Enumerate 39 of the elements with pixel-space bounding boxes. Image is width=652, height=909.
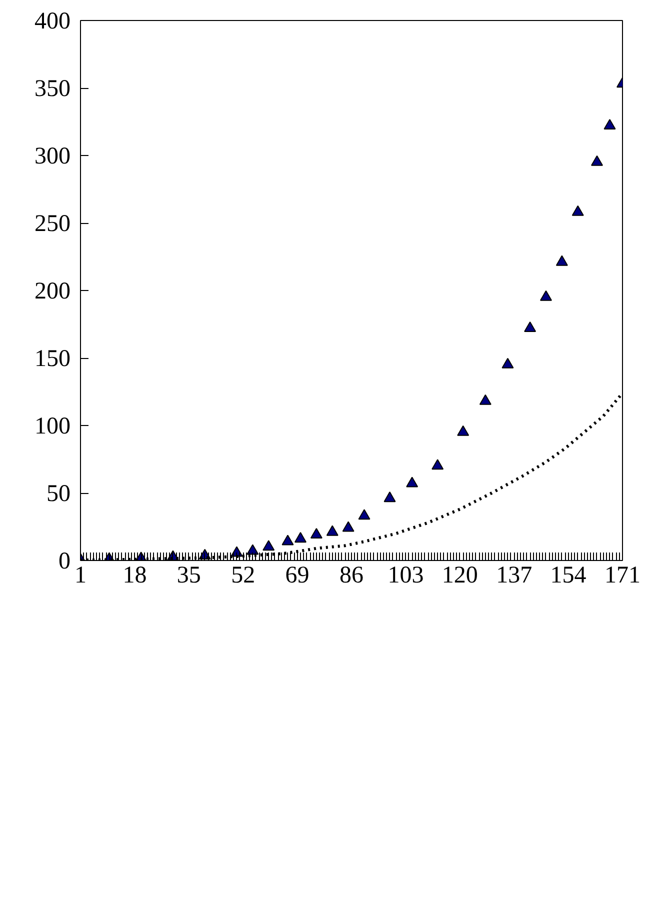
point bbox=[358, 509, 370, 520]
y-tick-label: 50 bbox=[46, 481, 70, 507]
point bbox=[572, 205, 584, 216]
point bbox=[342, 521, 354, 532]
y-tick-label: 300 bbox=[34, 144, 70, 170]
point bbox=[524, 321, 536, 332]
point bbox=[406, 476, 418, 488]
x-tick-label: 86 bbox=[340, 562, 364, 588]
point bbox=[294, 532, 306, 543]
point bbox=[457, 425, 470, 436]
point bbox=[282, 534, 294, 546]
x-tick-label: 52 bbox=[231, 562, 256, 588]
point bbox=[310, 528, 322, 539]
y-tick-label: 100 bbox=[34, 414, 70, 440]
point bbox=[590, 155, 603, 166]
point bbox=[502, 358, 514, 368]
point bbox=[556, 255, 568, 266]
x-tick-label: 137 bbox=[496, 562, 532, 588]
point bbox=[432, 459, 444, 470]
y-tick-label: 350 bbox=[34, 76, 70, 102]
x-tick-label: 103 bbox=[388, 562, 424, 588]
point bbox=[326, 525, 338, 536]
x-tick-label: 69 bbox=[285, 562, 310, 588]
point bbox=[540, 290, 552, 301]
point bbox=[479, 394, 492, 405]
x-tick-label: 1 bbox=[74, 562, 86, 588]
x-tick-label: 35 bbox=[176, 562, 201, 588]
y-tick-label: 400 bbox=[34, 8, 70, 34]
y-tick-label: 0 bbox=[58, 548, 70, 574]
x-tick-label: 120 bbox=[442, 562, 478, 588]
y-tick-label: 200 bbox=[34, 278, 70, 304]
point bbox=[262, 540, 275, 551]
x-tick-label: 154 bbox=[550, 562, 586, 588]
point bbox=[604, 118, 616, 130]
y-tick-label: 150 bbox=[34, 346, 70, 372]
x-tick-label: 18 bbox=[122, 562, 147, 588]
y-tick-label: 250 bbox=[34, 211, 70, 237]
point bbox=[384, 492, 396, 502]
x-tick-label: 171 bbox=[604, 562, 640, 588]
